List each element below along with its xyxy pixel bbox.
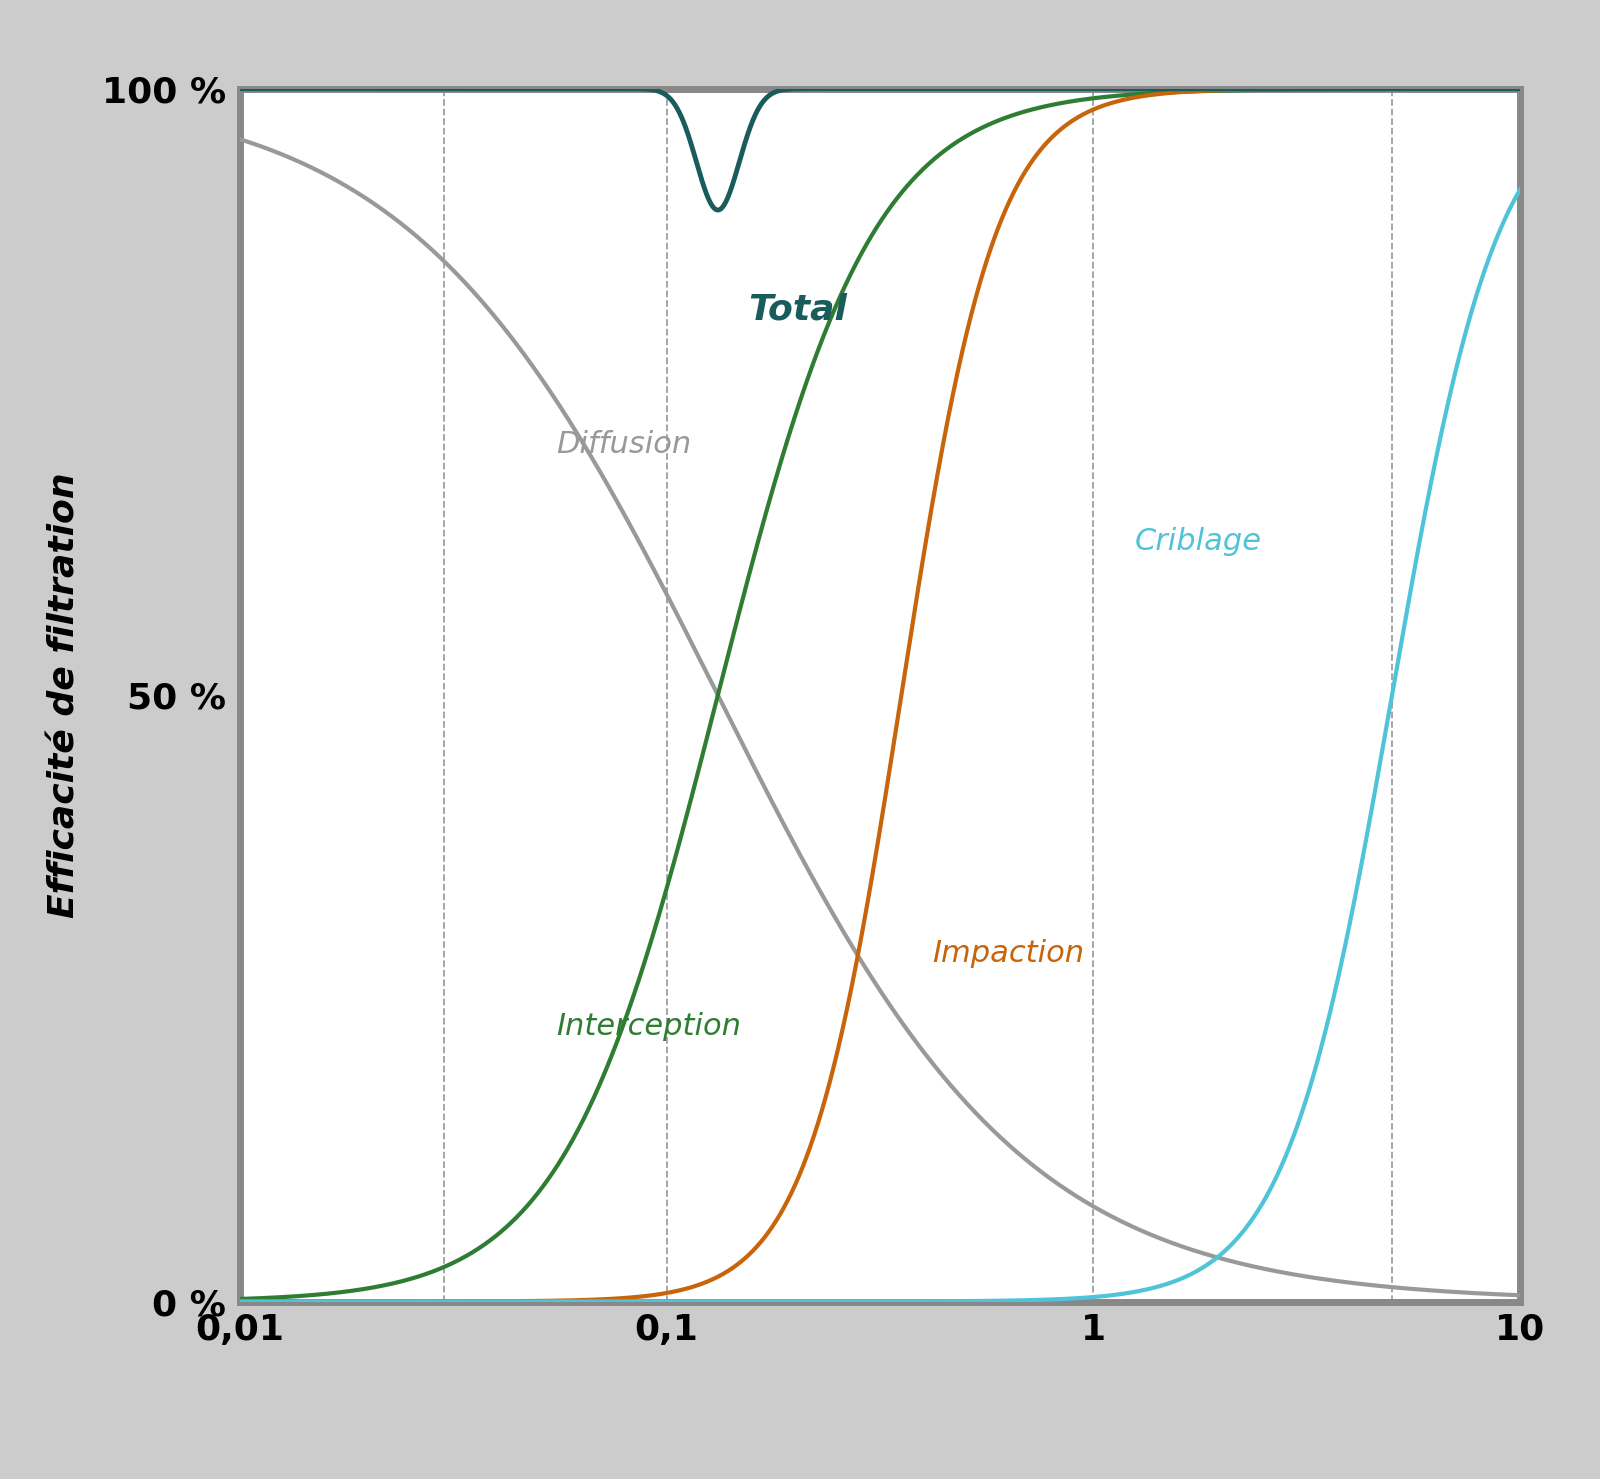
Text: Interception: Interception bbox=[555, 1012, 741, 1041]
Text: Impaction: Impaction bbox=[933, 939, 1085, 967]
Text: Criblage: Criblage bbox=[1134, 527, 1262, 556]
Y-axis label: Efficacité de filtration: Efficacité de filtration bbox=[46, 472, 82, 918]
Text: Total: Total bbox=[747, 293, 846, 327]
Text: Diffusion: Diffusion bbox=[555, 429, 691, 458]
